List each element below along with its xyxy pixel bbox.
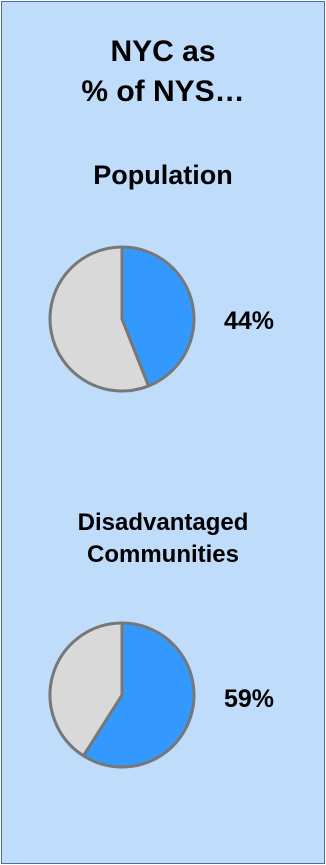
panel-title-line-2: % of NYS… (2, 72, 324, 112)
disadvantaged-chart-title-line-2: Communities (2, 539, 324, 571)
disadvantaged-chart-title: Disadvantaged Communities (2, 507, 324, 571)
disadvantaged-percent-label: 59% (224, 684, 274, 714)
panel-title: NYC as % of NYS… (2, 32, 324, 112)
population-chart-title-line-1: Population (2, 159, 324, 191)
disadvantaged-chart-title-line-1: Disadvantaged (2, 507, 324, 539)
population-chart-title: Population (2, 159, 324, 191)
population-pie-chart (42, 239, 202, 399)
population-percent-label: 44% (224, 306, 274, 336)
disadvantaged-pie-chart (42, 615, 202, 775)
panel-title-line-1: NYC as (2, 32, 324, 72)
